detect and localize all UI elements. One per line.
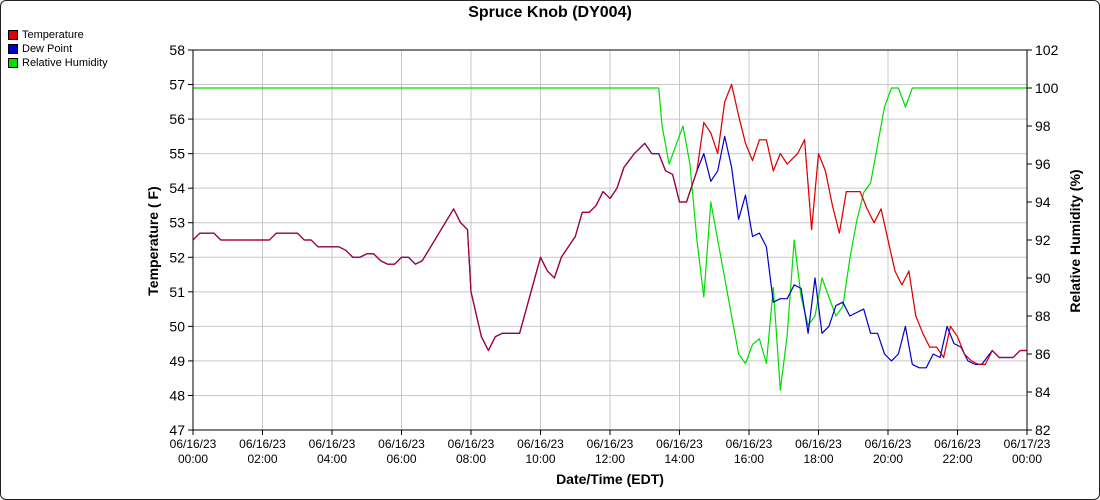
x-tick-label-date: 06/16/23 <box>517 437 564 451</box>
y-tick-label-right: 86 <box>1035 346 1051 362</box>
x-tick-label-time: 22:00 <box>942 452 972 466</box>
x-tick-label-time: 14:00 <box>664 452 694 466</box>
legend-swatch-temperature <box>8 30 18 40</box>
y-tick-label-left: 50 <box>169 318 185 334</box>
x-tick-label-time: 16:00 <box>734 452 764 466</box>
x-tick-label-time: 02:00 <box>247 452 277 466</box>
series-line-temperature-overlay <box>192 82 1027 365</box>
y-tick-label-right: 82 <box>1035 422 1051 438</box>
x-tick-label-date: 06/16/23 <box>239 437 286 451</box>
x-tick-label-time: 06:00 <box>386 452 416 466</box>
legend-swatch-dew-point <box>8 44 18 54</box>
y-tick-label-left: 53 <box>169 215 185 231</box>
x-tick-label-time: 00:00 <box>1012 452 1042 466</box>
y-tick-label-right: 88 <box>1035 308 1051 324</box>
x-tick-label-date: 06/16/23 <box>795 437 842 451</box>
x-tick-label-time: 08:00 <box>456 452 486 466</box>
y-tick-label-right: 102 <box>1035 42 1059 58</box>
legend-swatch-relative-humidity <box>8 58 18 68</box>
legend-label-temperature: Temperature <box>22 29 84 41</box>
y-tick-label-left: 56 <box>169 111 185 127</box>
y-tick-label-left: 55 <box>169 146 185 162</box>
x-tick-label-date: 06/16/23 <box>170 437 217 451</box>
grid <box>192 49 1028 431</box>
y-tick-label-left: 49 <box>169 353 185 369</box>
x-tick-label-date: 06/17/23 <box>1004 437 1051 451</box>
legend-item-dew-point: Dew Point <box>8 42 108 56</box>
x-tick-label-date: 06/16/23 <box>726 437 773 451</box>
legend: Temperature Dew Point Relative Humidity <box>8 28 108 70</box>
y-tick-label-right: 98 <box>1035 118 1051 134</box>
y-axis-label-left: Temperature ( F) <box>145 186 161 295</box>
y-tick-label-left: 51 <box>169 284 185 300</box>
x-tick-label-date: 06/16/23 <box>656 437 703 451</box>
x-tick-label-date: 06/16/23 <box>309 437 356 451</box>
x-tick-label-date: 06/16/23 <box>378 437 425 451</box>
axes: 47 48 49 50 51 52 53 54 55 56 57 58 82 84 86 88 90 92 94 96… <box>169 42 1058 466</box>
x-tick-label-time: 12:00 <box>595 452 625 466</box>
chart-title: Spruce Knob (DY004) <box>468 4 632 21</box>
y-tick-label-left: 57 <box>169 77 185 93</box>
x-tick-label-time: 20:00 <box>873 452 903 466</box>
legend-label-relative-humidity: Relative Humidity <box>22 57 108 69</box>
x-tick-label-time: 10:00 <box>525 452 555 466</box>
x-tick-label-date: 06/16/23 <box>448 437 495 451</box>
x-tick-label-date: 06/16/23 <box>587 437 634 451</box>
y-tick-label-right: 100 <box>1035 80 1059 96</box>
y-tick-label-left: 58 <box>169 42 185 58</box>
legend-item-relative-humidity: Relative Humidity <box>8 56 108 70</box>
x-tick-label-date: 06/16/23 <box>865 437 912 451</box>
y-tick-label-right: 90 <box>1035 270 1051 286</box>
y-tick-label-right: 94 <box>1035 194 1051 210</box>
y-tick-label-right: 84 <box>1035 384 1051 400</box>
y-tick-label-right: 92 <box>1035 232 1051 248</box>
series-layer <box>192 82 1027 391</box>
series-line-relative-humidity <box>193 87 1027 391</box>
y-tick-label-left: 54 <box>169 180 185 196</box>
legend-label-dew-point: Dew Point <box>22 43 73 55</box>
x-tick-label-date: 06/16/23 <box>934 437 981 451</box>
y-axis-label-right: Relative Humidity (%) <box>1067 169 1083 312</box>
x-tick-label-time: 18:00 <box>803 452 833 466</box>
y-tick-label-left: 47 <box>169 422 185 438</box>
legend-item-temperature: Temperature <box>8 28 108 42</box>
x-tick-label-time: 04:00 <box>317 452 347 466</box>
y-tick-label-left: 48 <box>169 387 185 403</box>
x-tick-label-time: 00:00 <box>178 452 208 466</box>
y-tick-label-right: 96 <box>1035 156 1051 172</box>
x-axis-label: Date/Time (EDT) <box>556 471 664 487</box>
y-tick-label-left: 52 <box>169 249 185 265</box>
plot-border <box>192 49 1028 431</box>
